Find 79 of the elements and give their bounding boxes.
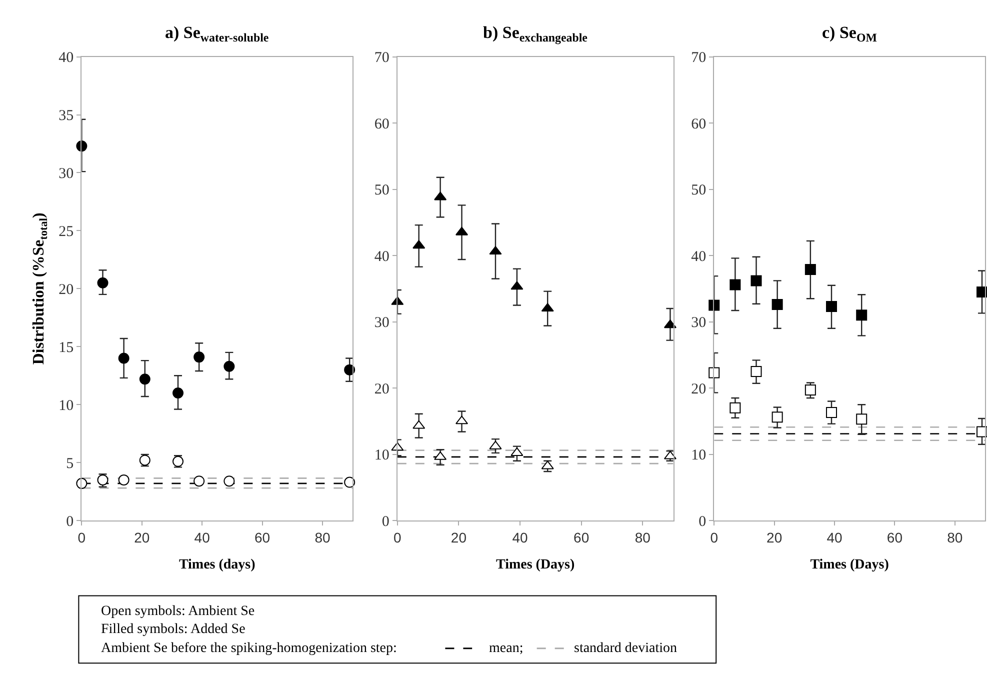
x-tick-label: 80 [947, 529, 963, 546]
y-tick-label: 50 [691, 182, 706, 199]
x-tick-label: 20 [134, 529, 150, 546]
point [708, 300, 720, 311]
x-tick-label: 60 [886, 529, 903, 546]
y-tick-label: 60 [374, 116, 390, 132]
y-tick-label: 10 [691, 448, 706, 464]
x-tick-label: 40 [512, 529, 528, 546]
x-tick-label: 20 [766, 529, 782, 546]
y-tick-label: 20 [691, 381, 706, 398]
chart-title: b) Se$_{exchangeable}$ [483, 23, 588, 45]
point [118, 474, 130, 486]
y-tick-label: 40 [374, 248, 390, 265]
y-tick-label: 15 [58, 340, 74, 356]
y-tick-label: 10 [374, 448, 390, 464]
point [750, 275, 762, 286]
x-tick-label: 80 [634, 529, 651, 546]
point [194, 476, 205, 487]
x-tick-label: 20 [450, 529, 467, 546]
point [750, 366, 762, 377]
y-tick-label: 5 [66, 456, 74, 472]
y-tick-label: 35 [58, 108, 74, 124]
point [172, 388, 184, 398]
point [139, 374, 150, 385]
x-axis-title: Times (Days) [496, 558, 576, 573]
point [804, 264, 816, 275]
point [344, 476, 356, 488]
y-tick-label: 70 [374, 50, 390, 66]
point [826, 407, 837, 418]
text: Filled symbols: Added Se [101, 622, 246, 637]
point [976, 286, 987, 298]
x-tick-label: 40 [194, 529, 210, 546]
point [772, 412, 783, 423]
x-tick-label: 60 [574, 529, 590, 546]
text: Ambient Se before the spiking-homogenization step: [101, 641, 397, 656]
x-tick-label: 0 [78, 529, 86, 546]
text: standard deviation [574, 641, 678, 656]
x-tick-label: 80 [314, 529, 330, 546]
chart-title: a) Se$_{water-soluble}$ [165, 23, 269, 45]
point [856, 310, 868, 321]
y-tick-label: 70 [691, 50, 706, 66]
point [730, 279, 741, 290]
y-tick-label: 20 [58, 282, 74, 298]
point [76, 478, 88, 489]
y-tick-label: 40 [58, 50, 74, 66]
x-tick-label: 40 [826, 529, 843, 546]
point [118, 352, 130, 364]
x-tick-label: 0 [710, 529, 718, 546]
y-tick-label: 30 [691, 315, 706, 332]
point [856, 414, 868, 425]
point [976, 426, 987, 438]
text: mean; [489, 641, 524, 656]
point [772, 299, 783, 310]
x-axis-title: Times (Days) [810, 558, 890, 573]
y-tick-label: 60 [691, 116, 706, 132]
y-tick-label: 0 [382, 514, 390, 530]
point [730, 402, 741, 414]
text: Open symbols: Ambient Se [101, 604, 255, 619]
y-tick-label: 10 [58, 398, 74, 414]
y-tick-label: 25 [58, 224, 74, 240]
y-tick-label: 40 [691, 248, 706, 265]
x-axis-title: Times (days) [178, 558, 256, 573]
chart-title: c) Se$_{OM}$ [822, 23, 877, 45]
point [826, 301, 837, 312]
y-tick-label: 0 [698, 514, 706, 530]
y-tick-label: 0 [66, 514, 74, 530]
point [97, 277, 108, 288]
point [224, 476, 235, 487]
x-tick-label: 0 [394, 529, 402, 546]
point [708, 367, 720, 378]
y-tick-label: 20 [374, 381, 390, 398]
x-tick-label: 60 [254, 529, 270, 546]
point [344, 364, 356, 376]
point [194, 352, 205, 363]
y-tick-label: 30 [374, 315, 390, 332]
point [224, 360, 235, 372]
y-tick-label: 50 [374, 182, 390, 199]
point [804, 384, 816, 396]
y-tick-label: 30 [58, 166, 74, 182]
